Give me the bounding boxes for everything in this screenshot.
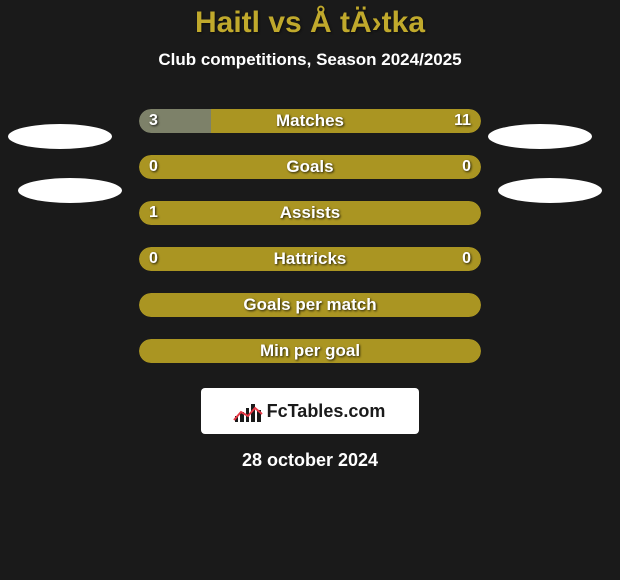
- stat-value-left: 0: [149, 158, 158, 176]
- player-ellipse: [498, 178, 602, 203]
- stat-bar: 1 Assists: [139, 201, 481, 225]
- badge-bar: [240, 412, 244, 422]
- comparison-subtitle: Club competitions, Season 2024/2025: [0, 50, 620, 70]
- badge-chart-icon: [235, 400, 261, 422]
- stat-label: Assists: [280, 203, 340, 223]
- bar-right-fill: [211, 109, 481, 133]
- stat-label: Goals per match: [243, 295, 376, 315]
- stat-bar: 3 11 Matches: [139, 109, 481, 133]
- badge-bar: [246, 408, 250, 422]
- player-ellipse: [8, 124, 112, 149]
- stat-row: 0 0 Hattricks: [0, 236, 620, 282]
- badge-bar: [257, 410, 261, 422]
- stat-bar: 0 0 Hattricks: [139, 247, 481, 271]
- stat-value-right: 11: [454, 112, 471, 130]
- badge-bar: [251, 404, 255, 422]
- comparison-title: Haitl vs Å tÄ›tka: [0, 0, 620, 40]
- stat-label: Goals: [286, 157, 333, 177]
- stat-value-left: 3: [149, 112, 158, 130]
- stat-row: Min per goal: [0, 328, 620, 374]
- stat-label: Min per goal: [260, 341, 360, 361]
- stat-label: Hattricks: [274, 249, 347, 269]
- comparison-date: 28 october 2024: [0, 450, 620, 471]
- badge-bar: [235, 416, 239, 422]
- stat-value-left: 1: [149, 204, 158, 222]
- player-ellipse: [18, 178, 122, 203]
- stat-bar: 0 0 Goals: [139, 155, 481, 179]
- stat-bar: Min per goal: [139, 339, 481, 363]
- stat-value-right: 0: [462, 158, 471, 176]
- stat-row: Goals per match: [0, 282, 620, 328]
- stat-bar: Goals per match: [139, 293, 481, 317]
- stat-value-left: 0: [149, 250, 158, 268]
- badge-text: FcTables.com: [267, 401, 386, 422]
- fctables-badge[interactable]: FcTables.com: [201, 388, 419, 434]
- player-ellipse: [488, 124, 592, 149]
- stat-value-right: 0: [462, 250, 471, 268]
- stat-label: Matches: [276, 111, 344, 131]
